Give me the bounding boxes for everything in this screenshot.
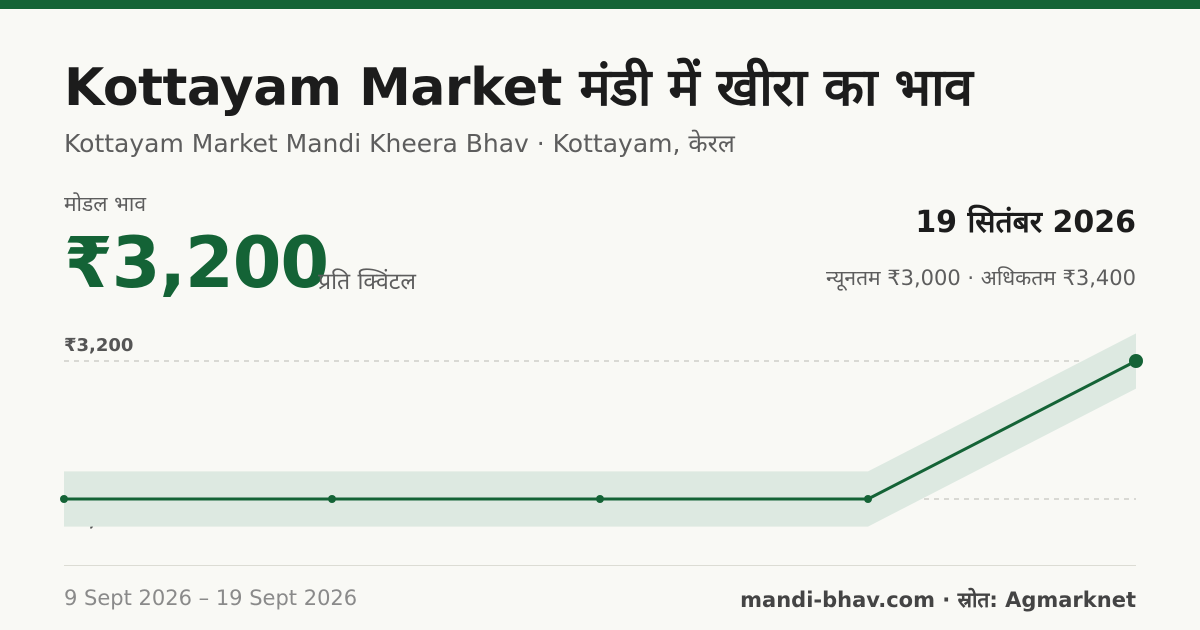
min-max-band bbox=[64, 333, 1136, 527]
top-accent-bar bbox=[0, 0, 1200, 9]
price-date: 19 सितंबर 2026 bbox=[915, 205, 1136, 240]
data-point-0 bbox=[60, 495, 68, 503]
footer-divider bbox=[64, 565, 1136, 566]
data-point-3 bbox=[864, 495, 872, 503]
reference-label-0: ₹3,200 bbox=[64, 335, 133, 356]
data-point-1 bbox=[328, 495, 336, 503]
data-point-4 bbox=[1129, 354, 1143, 368]
data-point-2 bbox=[596, 495, 604, 503]
date-range: 9 Sept 2026 – 19 Sept 2026 bbox=[64, 586, 358, 610]
modal-price-value: ₹3,200 bbox=[64, 222, 329, 304]
page-subtitle: Kottayam Market Mandi Kheera Bhav · Kott… bbox=[64, 129, 735, 158]
modal-price-label: मोडल भाव bbox=[64, 192, 147, 216]
min-max-range: न्यूनतम ₹3,000 · अधिकतम ₹3,400 bbox=[826, 266, 1136, 290]
price-trend-chart: ₹3,200₹2,200 bbox=[60, 333, 1143, 531]
source-credit: mandi-bhav.com · स्रोत: Agmarknet bbox=[740, 588, 1136, 612]
price-unit: प्रति क्विंटल bbox=[318, 269, 416, 295]
page-title: Kottayam Market मंडी में खीरा का भाव bbox=[64, 58, 973, 118]
